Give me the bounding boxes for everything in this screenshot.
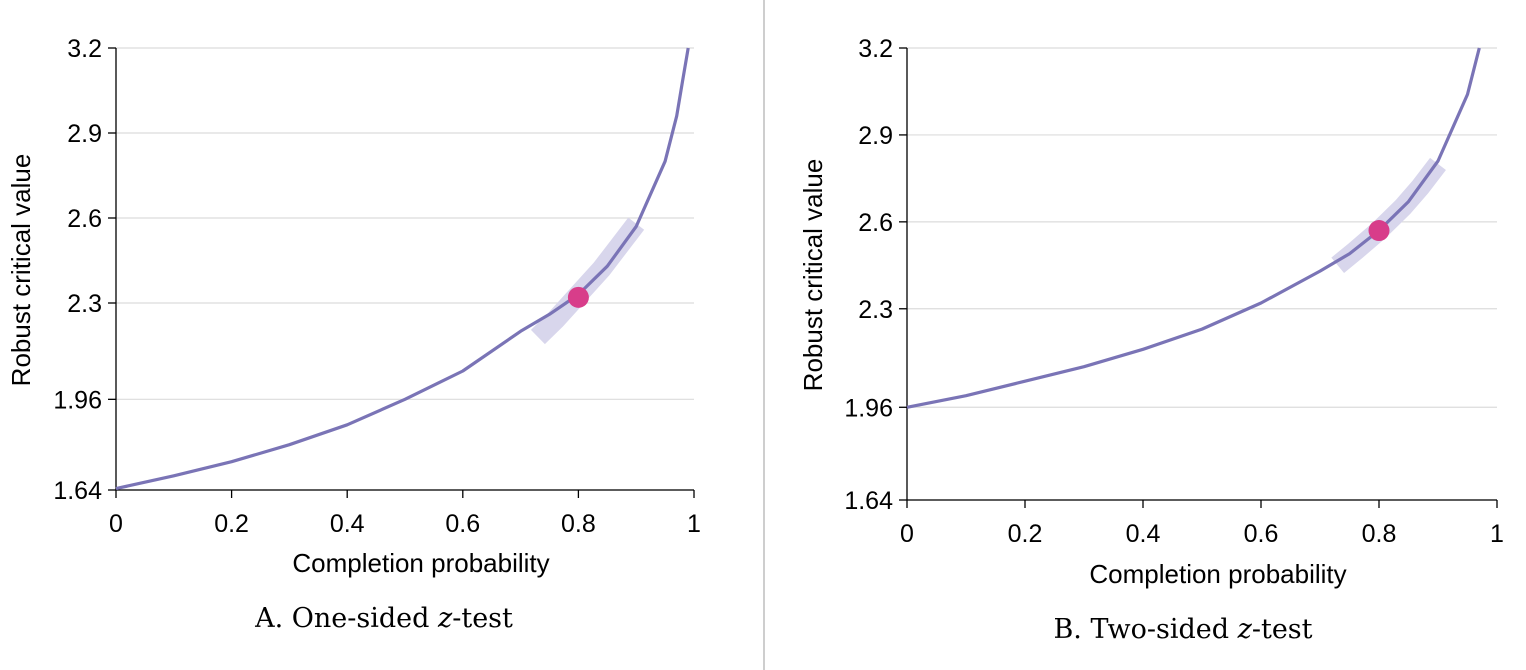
y-tick-label: 1.96 bbox=[53, 386, 102, 414]
critical-value-curve bbox=[115, 47, 690, 491]
y-axis-title: Robust critical value bbox=[6, 154, 36, 387]
x-tick-label: 0 bbox=[109, 510, 123, 538]
caption-variable: z bbox=[437, 603, 453, 634]
y-axis-title: Robust critical value bbox=[798, 159, 828, 392]
y-tick-label: 2.6 bbox=[858, 209, 893, 237]
y-tick-label: 2.9 bbox=[858, 122, 893, 150]
x-tick-label: 0.4 bbox=[330, 510, 365, 538]
x-tick-label: 0.8 bbox=[1362, 520, 1397, 548]
y-tick-label: 1.64 bbox=[844, 487, 893, 515]
panel-caption: B. Two-sided z-test bbox=[1053, 614, 1312, 645]
critical-value-curve bbox=[906, 47, 1481, 409]
caption-label: A. bbox=[254, 603, 292, 634]
y-tick-label: 1.96 bbox=[844, 394, 893, 422]
caption-suffix: -test bbox=[452, 603, 513, 634]
x-tick-label: 0.6 bbox=[445, 510, 480, 538]
x-tick-label: 0.6 bbox=[1244, 520, 1279, 548]
x-tick-label: 0.2 bbox=[1008, 520, 1043, 548]
x-tick-label: 0.8 bbox=[561, 510, 596, 538]
x-tick-label: 0 bbox=[900, 520, 914, 548]
y-tick-label: 1.64 bbox=[53, 477, 102, 505]
highlight-point bbox=[567, 286, 589, 308]
y-tick-label: 2.3 bbox=[858, 296, 893, 324]
y-tick-label: 3.2 bbox=[858, 35, 893, 63]
panel-a: 1.64 1.96 2.3 2.6 2.9 3.2 0 0.2 0.4 0.6 0.8 1 Comple… bbox=[6, 35, 701, 634]
caption-text: Two-sided bbox=[1090, 614, 1237, 645]
x-axis-title: Completion probability bbox=[292, 548, 549, 578]
panel-caption: A. One-sided z-test bbox=[254, 603, 513, 634]
caption-text: One-sided bbox=[292, 603, 438, 634]
caption-suffix: -test bbox=[1252, 614, 1313, 645]
highlight-point bbox=[1368, 220, 1390, 242]
panel-b: 1.64 1.96 2.3 2.6 2.9 3.2 0 0.2 0.4 0.6 0.8 1 Comple… bbox=[798, 35, 1504, 645]
x-axis-title: Completion probability bbox=[1089, 559, 1346, 589]
x-tick-label: 1 bbox=[687, 510, 701, 538]
y-tick-label: 2.3 bbox=[67, 290, 102, 318]
y-tick-label: 2.9 bbox=[67, 120, 102, 148]
x-tick-label: 0.2 bbox=[214, 510, 249, 538]
y-tick-label: 3.2 bbox=[67, 35, 102, 63]
caption-variable: z bbox=[1237, 614, 1253, 645]
caption-label: B. bbox=[1053, 614, 1090, 645]
uncertainty-band bbox=[530, 217, 645, 345]
x-tick-label: 0.4 bbox=[1126, 520, 1161, 548]
x-tick-label: 1 bbox=[1490, 520, 1504, 548]
y-tick-label: 2.6 bbox=[67, 205, 102, 233]
